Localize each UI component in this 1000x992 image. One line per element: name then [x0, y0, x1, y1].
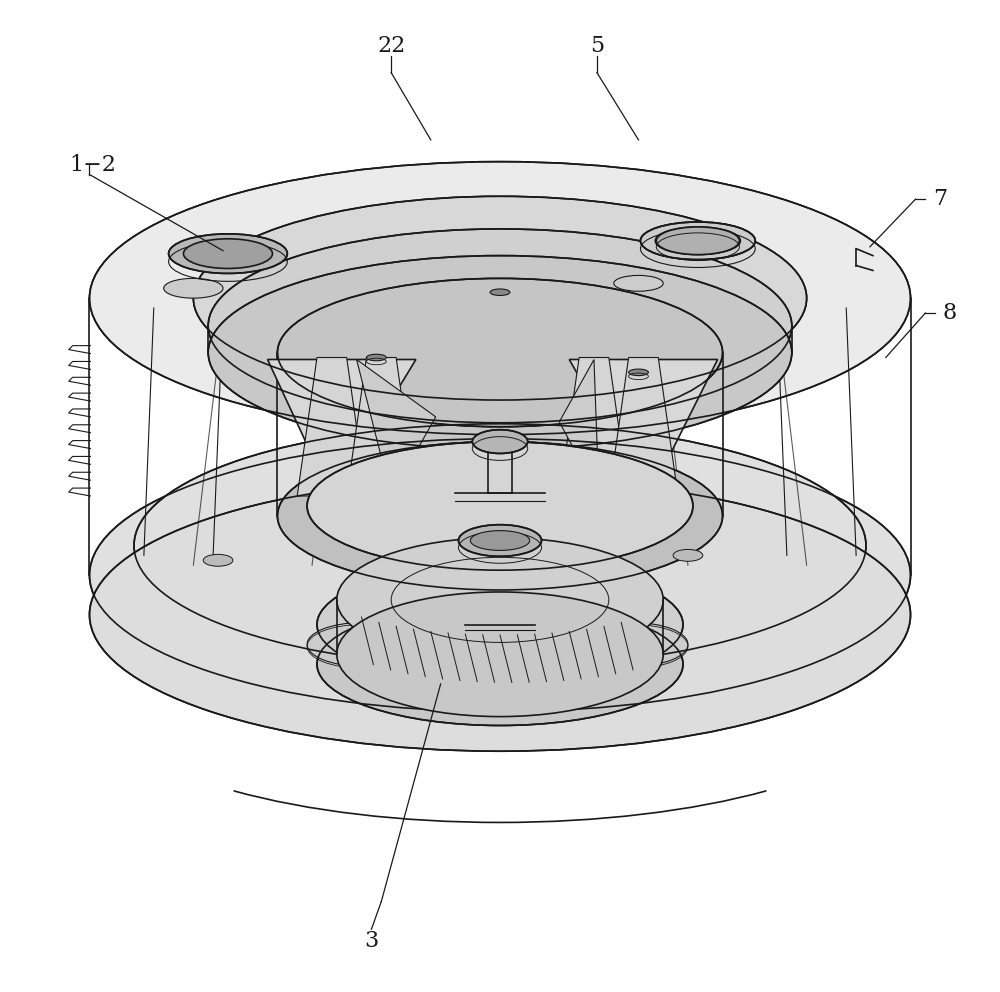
Ellipse shape: [640, 222, 755, 260]
Text: 7: 7: [933, 188, 947, 210]
Ellipse shape: [490, 289, 510, 296]
Ellipse shape: [277, 441, 723, 590]
Ellipse shape: [169, 234, 287, 274]
Ellipse shape: [317, 563, 683, 685]
Ellipse shape: [193, 196, 807, 400]
Text: 3: 3: [364, 930, 379, 952]
Text: 22: 22: [377, 35, 405, 57]
Ellipse shape: [307, 441, 693, 570]
Ellipse shape: [472, 430, 528, 453]
Text: 1−2: 1−2: [70, 154, 117, 176]
Polygon shape: [559, 357, 629, 496]
Ellipse shape: [317, 603, 683, 725]
Ellipse shape: [673, 550, 703, 561]
Ellipse shape: [629, 369, 648, 376]
Ellipse shape: [579, 623, 688, 667]
Ellipse shape: [164, 279, 223, 299]
Ellipse shape: [203, 555, 233, 566]
Polygon shape: [268, 359, 416, 498]
Ellipse shape: [183, 239, 272, 269]
Ellipse shape: [208, 256, 792, 449]
Ellipse shape: [208, 229, 792, 423]
Ellipse shape: [337, 592, 663, 716]
Polygon shape: [347, 357, 416, 496]
Ellipse shape: [134, 424, 866, 668]
Ellipse shape: [366, 354, 386, 361]
Polygon shape: [569, 359, 718, 498]
Polygon shape: [357, 359, 436, 496]
Polygon shape: [609, 357, 678, 496]
Ellipse shape: [458, 525, 542, 557]
Ellipse shape: [656, 227, 739, 255]
Ellipse shape: [640, 222, 755, 260]
Ellipse shape: [614, 276, 663, 292]
Ellipse shape: [89, 478, 911, 751]
Ellipse shape: [89, 438, 911, 711]
Ellipse shape: [655, 227, 740, 255]
Polygon shape: [297, 357, 366, 496]
Ellipse shape: [470, 531, 530, 551]
Ellipse shape: [277, 279, 723, 427]
Ellipse shape: [307, 623, 416, 667]
Text: 8: 8: [943, 302, 957, 324]
Text: 5: 5: [590, 35, 604, 57]
Ellipse shape: [89, 162, 911, 434]
Ellipse shape: [337, 538, 663, 663]
Polygon shape: [559, 359, 599, 496]
